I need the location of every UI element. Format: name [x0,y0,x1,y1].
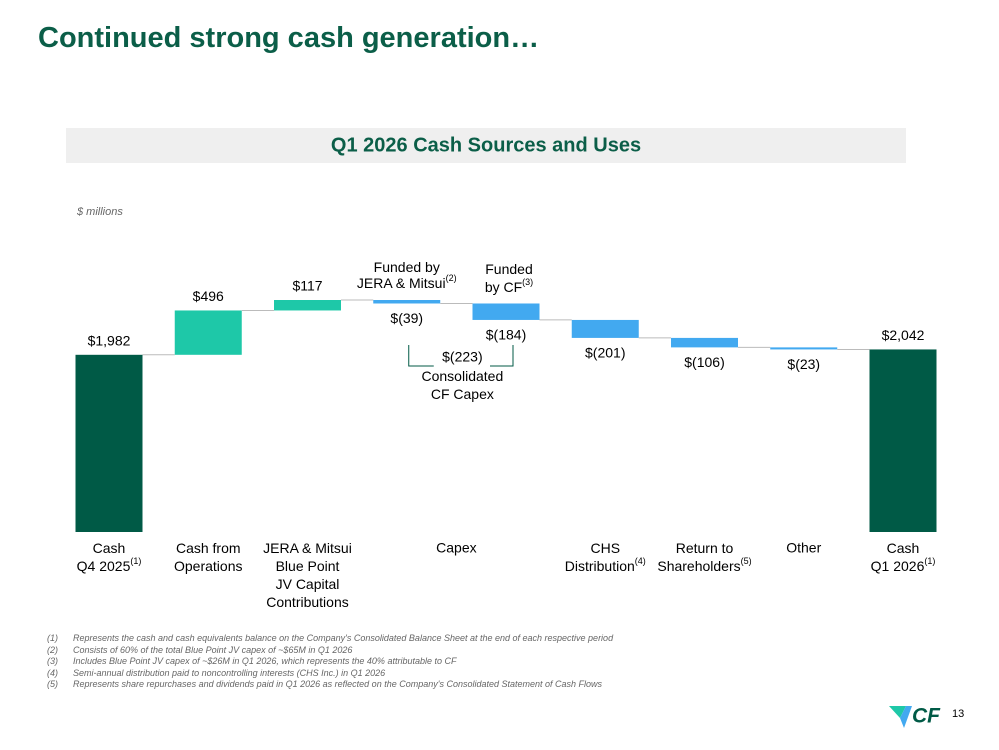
footnote-marker: (4) [47,667,58,678]
footnote-ref: (3) [522,277,533,287]
slide-title: Continued strong cash generation… [38,22,540,54]
logo-text: CF [912,705,941,728]
footnote: (5) Represents share repurchases and divi… [47,679,613,691]
footnote: (4) Semi-annual distribution paid to nonc… [47,668,613,680]
footnote: (3) Includes Blue Point JV capex of ~$26M… [47,656,613,668]
footnote-marker: (1) [47,633,58,643]
bracket [490,345,514,367]
bar [571,319,639,338]
footnote-text: Includes Blue Point JV capex of ~$26M in… [73,656,457,666]
value-label: $117 [292,278,322,294]
footnotes: (1) Represents the cash and cash equivale… [47,633,613,691]
footnote-ref: (5) [741,556,752,566]
value-label: $(39) [390,310,423,326]
page-number: 13 [952,708,965,720]
footnote-text: Semi-annual distribution paid to noncont… [73,667,386,678]
bar [869,349,937,532]
footnote-ref: (1) [924,556,935,566]
footnote: (1) Represents the cash and cash equivale… [47,633,613,645]
annotation: Funded by CF(3) [485,261,533,295]
x-tick-label: Return to Shareholders(5) [657,540,751,574]
annotation: Funded by JERA & Mitsui(2) [357,259,457,291]
bar [472,303,540,320]
footnote-ref: (2) [446,273,457,283]
annotation: Consolidated CF Capex [422,368,504,402]
logo-mark [889,706,906,718]
value-label: $(201) [585,345,625,361]
logo-mark [900,706,912,728]
value-label: $2,042 [882,327,925,343]
value-label: $496 [193,288,224,304]
bar [373,300,441,304]
logo: CF [889,705,941,728]
chart-header-band [66,128,906,163]
bar [174,310,242,355]
footnote-marker: (3) [47,656,58,666]
value-label: $(23) [787,356,820,372]
bar [770,347,838,350]
unit-label: $ millions [76,206,123,218]
bar [75,354,143,532]
x-tick-label: Capex [436,540,476,556]
x-tick-label: Cash Q1 2026(1) [871,540,936,574]
value-label: $(184) [486,327,526,343]
x-tick-label: JERA & Mitsui Blue Point JV Capital Contrib… [263,540,352,610]
footnote-ref: (1) [130,556,141,566]
footnote-marker: (5) [47,679,58,689]
bar [671,337,738,348]
footnote: (2) Consists of 60% of the total Blue Poi… [47,645,613,657]
x-tick-label: Cash Q4 2025(1) [77,540,142,574]
footnote-text: Consists of 60% of the total Blue Point … [73,644,353,655]
x-tick-label: CHS Distribution(4) [565,540,646,574]
x-tick-label: Cash from Operations [174,540,242,574]
value-label: $1,982 [88,333,131,349]
bar [274,300,341,311]
x-tick-label: Other [786,540,821,556]
bracket [408,345,434,367]
footnote-ref: (4) [635,556,646,566]
footnote-text: Represents share repurchases and dividen… [73,679,603,689]
annotation-value: $(223) [442,349,482,365]
footnote-text: Represents the cash and cash equivalents… [73,633,614,643]
footnote-marker: (2) [47,644,58,655]
value-label: $(106) [684,354,724,370]
chart-title: Q1 2026 Cash Sources and Uses [331,134,641,156]
